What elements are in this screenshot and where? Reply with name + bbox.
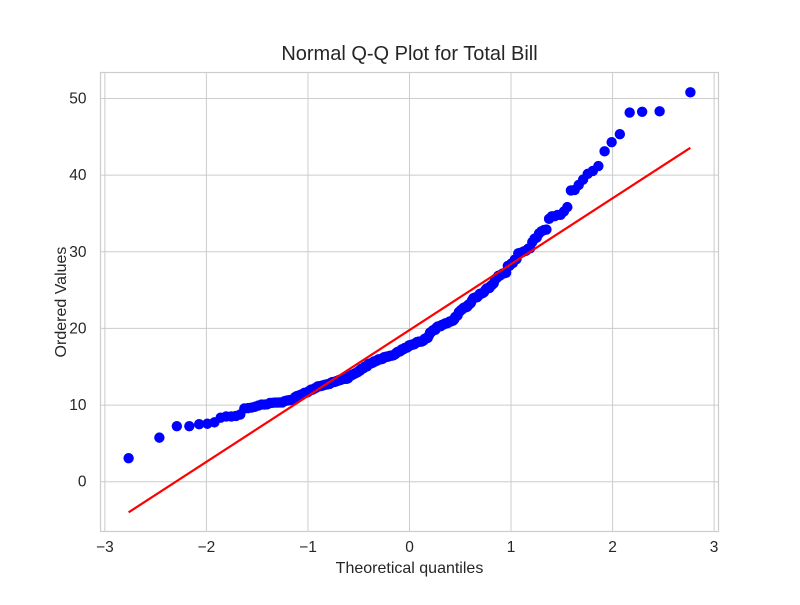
data-point bbox=[606, 137, 617, 148]
data-point bbox=[599, 146, 610, 157]
x-tick-label: 0 bbox=[405, 539, 414, 556]
data-point bbox=[593, 160, 604, 172]
y-tick-label: 40 bbox=[69, 167, 87, 184]
y-axis-label: Ordered Values bbox=[53, 247, 70, 358]
x-tick-label: −2 bbox=[198, 539, 216, 556]
data-point bbox=[685, 87, 696, 98]
gridlines bbox=[100, 72, 719, 532]
data-point bbox=[541, 224, 552, 235]
y-tick-label: 30 bbox=[69, 244, 87, 261]
data-point bbox=[123, 452, 134, 464]
data-point bbox=[562, 201, 573, 213]
y-tick-label: 20 bbox=[69, 320, 87, 337]
data-point bbox=[624, 107, 635, 118]
x-tick-label: −3 bbox=[96, 539, 114, 556]
data-point bbox=[193, 418, 205, 430]
plot-border bbox=[99, 71, 720, 533]
scatter-points bbox=[123, 87, 696, 464]
data-point bbox=[654, 106, 665, 117]
y-tick-label: 0 bbox=[78, 474, 87, 491]
x-tick-label: 3 bbox=[710, 539, 719, 556]
y-tick-label: 10 bbox=[69, 397, 87, 414]
data-point bbox=[614, 128, 626, 140]
x-axis-label: Theoretical quantiles bbox=[336, 560, 484, 577]
data-point bbox=[171, 420, 183, 432]
fit-line bbox=[128, 146, 691, 514]
x-tick-label: 1 bbox=[507, 539, 516, 556]
x-tick-label: 2 bbox=[608, 539, 617, 556]
data-point bbox=[636, 106, 648, 118]
chart-title: Normal Q-Q Plot for Total Bill bbox=[281, 43, 537, 65]
data-point bbox=[184, 420, 195, 432]
data-point bbox=[154, 432, 165, 443]
y-tick-label: 50 bbox=[69, 91, 87, 108]
x-tick-label: −1 bbox=[299, 539, 317, 556]
